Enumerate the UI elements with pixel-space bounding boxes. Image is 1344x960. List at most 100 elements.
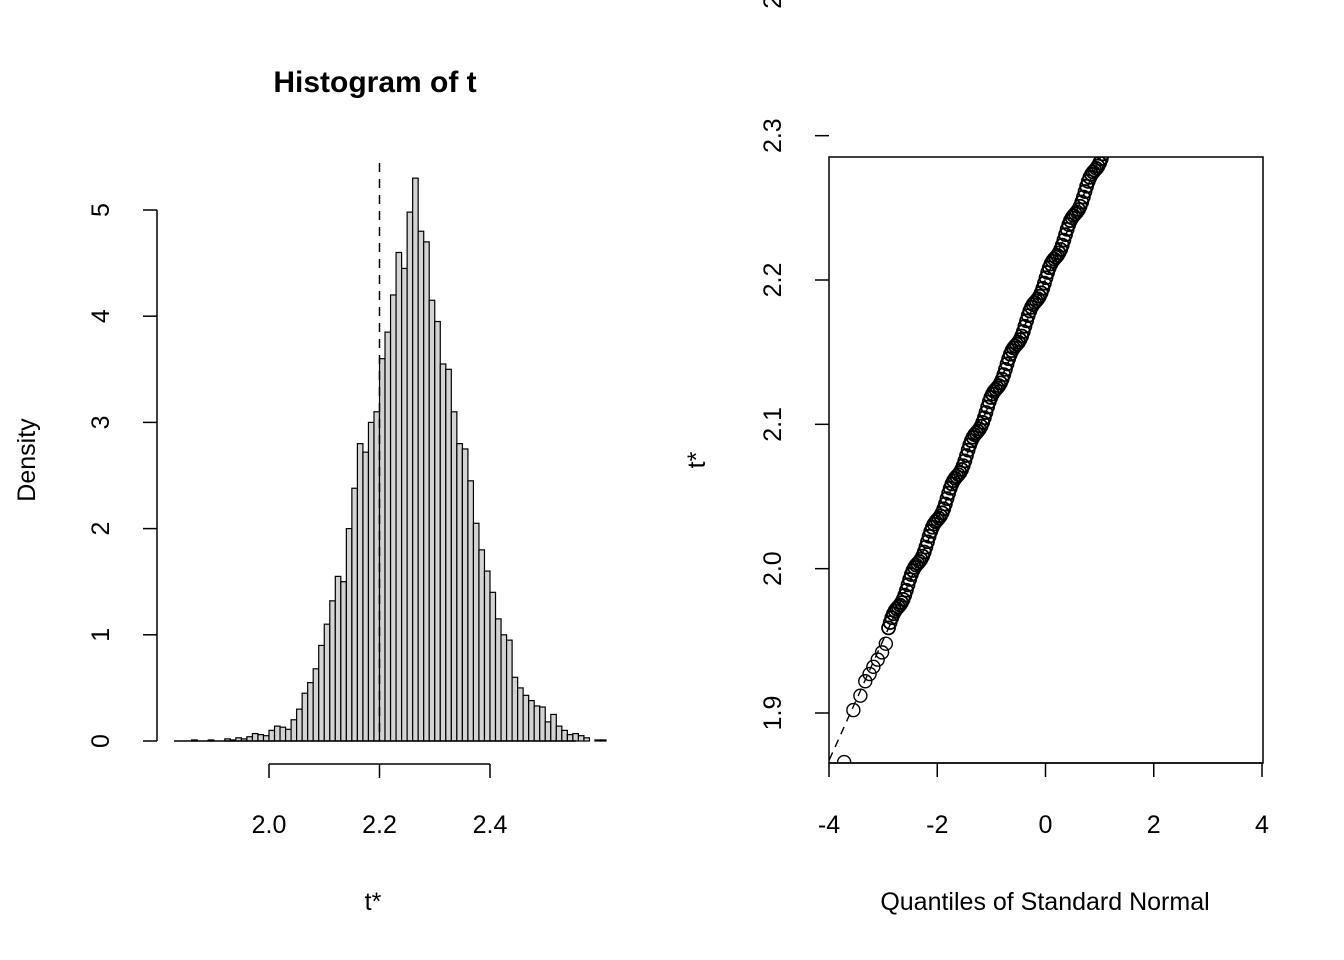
qq-plot-body xyxy=(829,0,1181,763)
qq-point xyxy=(1163,0,1176,7)
histogram-bar xyxy=(367,421,375,742)
histogram-bar xyxy=(340,581,347,742)
histogram-bar xyxy=(594,739,602,742)
qq-point xyxy=(1067,206,1083,222)
histogram-bar xyxy=(583,737,591,742)
histogram-bar xyxy=(401,267,408,742)
histogram-bar xyxy=(296,708,303,742)
qq-point xyxy=(1139,50,1152,63)
histogram-bar xyxy=(284,728,292,742)
histogram-bar xyxy=(445,368,452,742)
qq-point xyxy=(1132,70,1145,83)
qq-point xyxy=(1101,132,1114,145)
histogram-bar xyxy=(577,735,585,742)
histogram-bar xyxy=(599,739,607,742)
qq-point xyxy=(1113,113,1126,126)
qq-x-tick-label: 4 xyxy=(1255,811,1269,839)
histogram-title: Histogram of t xyxy=(273,66,476,99)
qq-point xyxy=(1142,41,1155,54)
qq-point xyxy=(1148,32,1161,45)
qq-point xyxy=(1028,293,1044,309)
qq-point xyxy=(846,702,861,718)
qq-y-tick-label: 1.9 xyxy=(759,696,787,731)
qq-point xyxy=(1158,7,1171,20)
qq-point xyxy=(862,666,877,682)
qq-y-tick-label: 2.0 xyxy=(759,551,787,586)
histogram-bar xyxy=(373,411,381,742)
qq-point xyxy=(878,636,894,651)
qq-plot-area xyxy=(829,0,1181,763)
histogram-bar xyxy=(434,320,441,742)
histogram-bar xyxy=(566,734,574,742)
qq-point xyxy=(1152,27,1165,40)
histogram-bar xyxy=(539,706,546,742)
qq-reference-line xyxy=(829,157,1102,763)
histogram-bar xyxy=(522,694,530,742)
qq-point xyxy=(1168,0,1181,1)
qq-point xyxy=(1104,124,1117,137)
qq-point xyxy=(1106,122,1119,135)
qq-point xyxy=(910,555,926,571)
histogram-bar xyxy=(251,732,259,742)
histogram-bar xyxy=(450,411,458,742)
histogram-bar xyxy=(318,644,325,742)
qq-point xyxy=(1114,109,1127,122)
histogram-bar xyxy=(279,726,287,742)
histogram-bar xyxy=(329,600,336,742)
qq-x-tick-label: 2 xyxy=(1147,811,1161,839)
histogram-bar xyxy=(334,575,342,742)
qq-point xyxy=(1122,84,1135,97)
qq-point xyxy=(1140,45,1153,58)
histogram-axes: 2.0 2.2 2.4 0 1 2 3 4 5 xyxy=(87,203,507,839)
qq-point xyxy=(1127,77,1140,90)
qq-dense-points xyxy=(881,0,1181,636)
histogram-bar xyxy=(500,634,508,742)
histogram-bar xyxy=(478,549,486,742)
qq-point xyxy=(836,754,852,763)
histogram-bar xyxy=(290,719,298,742)
histogram-bar xyxy=(345,527,353,742)
histogram-bar xyxy=(533,705,541,742)
qq-point xyxy=(1098,142,1111,155)
qq-y-tick-label: 2.3 xyxy=(759,118,787,153)
histogram-bar xyxy=(423,241,430,742)
histogram-bar xyxy=(312,668,320,742)
histogram-bar xyxy=(389,294,397,742)
qq-point xyxy=(1100,137,1113,150)
histogram-bar xyxy=(268,729,276,742)
qq-point xyxy=(1116,104,1129,117)
histogram-x-tick-label: 2.0 xyxy=(252,811,287,839)
qq-point xyxy=(1103,128,1116,141)
histogram-bar xyxy=(417,230,425,742)
histogram-bar xyxy=(351,487,358,742)
qq-point xyxy=(1147,33,1160,46)
histogram-x-tick-label: 2.2 xyxy=(362,811,397,839)
qq-point xyxy=(1087,162,1103,178)
qq-point xyxy=(1129,75,1142,88)
histogram-bar xyxy=(561,729,568,742)
histogram-bar xyxy=(572,732,580,742)
qq-point xyxy=(890,599,906,615)
qq-point xyxy=(870,652,885,667)
qq-point xyxy=(874,645,890,660)
histogram-x-axis-label: t* xyxy=(365,888,382,916)
histogram-bar xyxy=(528,700,535,742)
histogram-bar xyxy=(544,721,552,742)
qq-point xyxy=(858,674,873,689)
qq-point xyxy=(1156,13,1169,26)
histogram-bar xyxy=(555,725,563,742)
qq-point xyxy=(1145,35,1158,48)
histogram-y-tick-label: 3 xyxy=(87,415,115,429)
histogram-bar xyxy=(406,211,414,742)
histogram-x-tick-label: 2.4 xyxy=(473,811,508,839)
histogram-bar xyxy=(307,681,314,742)
histogram-bar xyxy=(323,623,331,742)
qq-y-tick-label: 2.2 xyxy=(759,263,787,298)
histogram-bar xyxy=(467,480,475,742)
histogram-bar xyxy=(517,687,524,742)
histogram-bar xyxy=(461,448,469,742)
histogram-y-tick-label: 0 xyxy=(87,734,115,748)
histogram-bar xyxy=(494,618,502,742)
